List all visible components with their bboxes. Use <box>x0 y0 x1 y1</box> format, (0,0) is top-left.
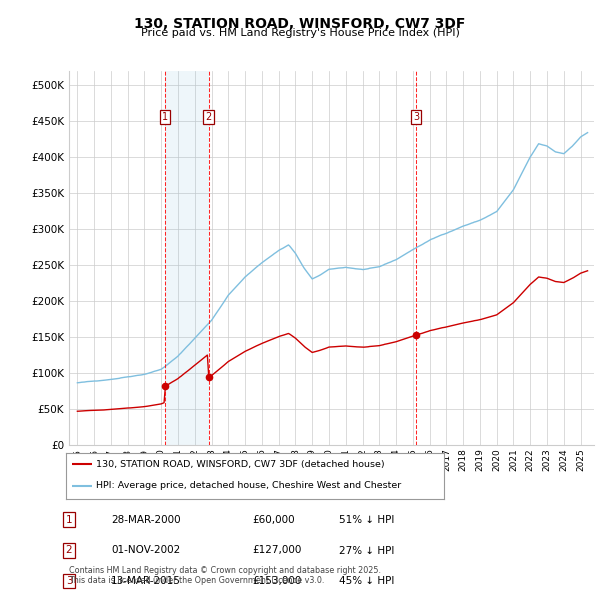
Text: £60,000: £60,000 <box>252 515 295 525</box>
Text: 01-NOV-2002: 01-NOV-2002 <box>111 546 180 555</box>
Text: £127,000: £127,000 <box>252 546 301 555</box>
Text: 1: 1 <box>162 112 168 122</box>
Text: £153,000: £153,000 <box>252 576 301 586</box>
Text: Price paid vs. HM Land Registry's House Price Index (HPI): Price paid vs. HM Land Registry's House … <box>140 28 460 38</box>
Text: 2: 2 <box>65 546 73 555</box>
Text: 45% ↓ HPI: 45% ↓ HPI <box>339 576 394 586</box>
Bar <box>165 71 209 445</box>
Text: 27% ↓ HPI: 27% ↓ HPI <box>339 546 394 555</box>
Text: Contains HM Land Registry data © Crown copyright and database right 2025.
This d: Contains HM Land Registry data © Crown c… <box>69 566 381 585</box>
Text: 1: 1 <box>65 515 73 525</box>
Text: 130, STATION ROAD, WINSFORD, CW7 3DF: 130, STATION ROAD, WINSFORD, CW7 3DF <box>134 17 466 31</box>
Text: 130, STATION ROAD, WINSFORD, CW7 3DF (detached house): 130, STATION ROAD, WINSFORD, CW7 3DF (de… <box>96 460 385 468</box>
Text: 2: 2 <box>206 112 212 122</box>
Text: HPI: Average price, detached house, Cheshire West and Chester: HPI: Average price, detached house, Ches… <box>96 481 401 490</box>
Text: 51% ↓ HPI: 51% ↓ HPI <box>339 515 394 525</box>
Text: 3: 3 <box>65 576 73 586</box>
Text: 13-MAR-2015: 13-MAR-2015 <box>111 576 181 586</box>
Text: 3: 3 <box>413 112 419 122</box>
Text: 28-MAR-2000: 28-MAR-2000 <box>111 515 181 525</box>
